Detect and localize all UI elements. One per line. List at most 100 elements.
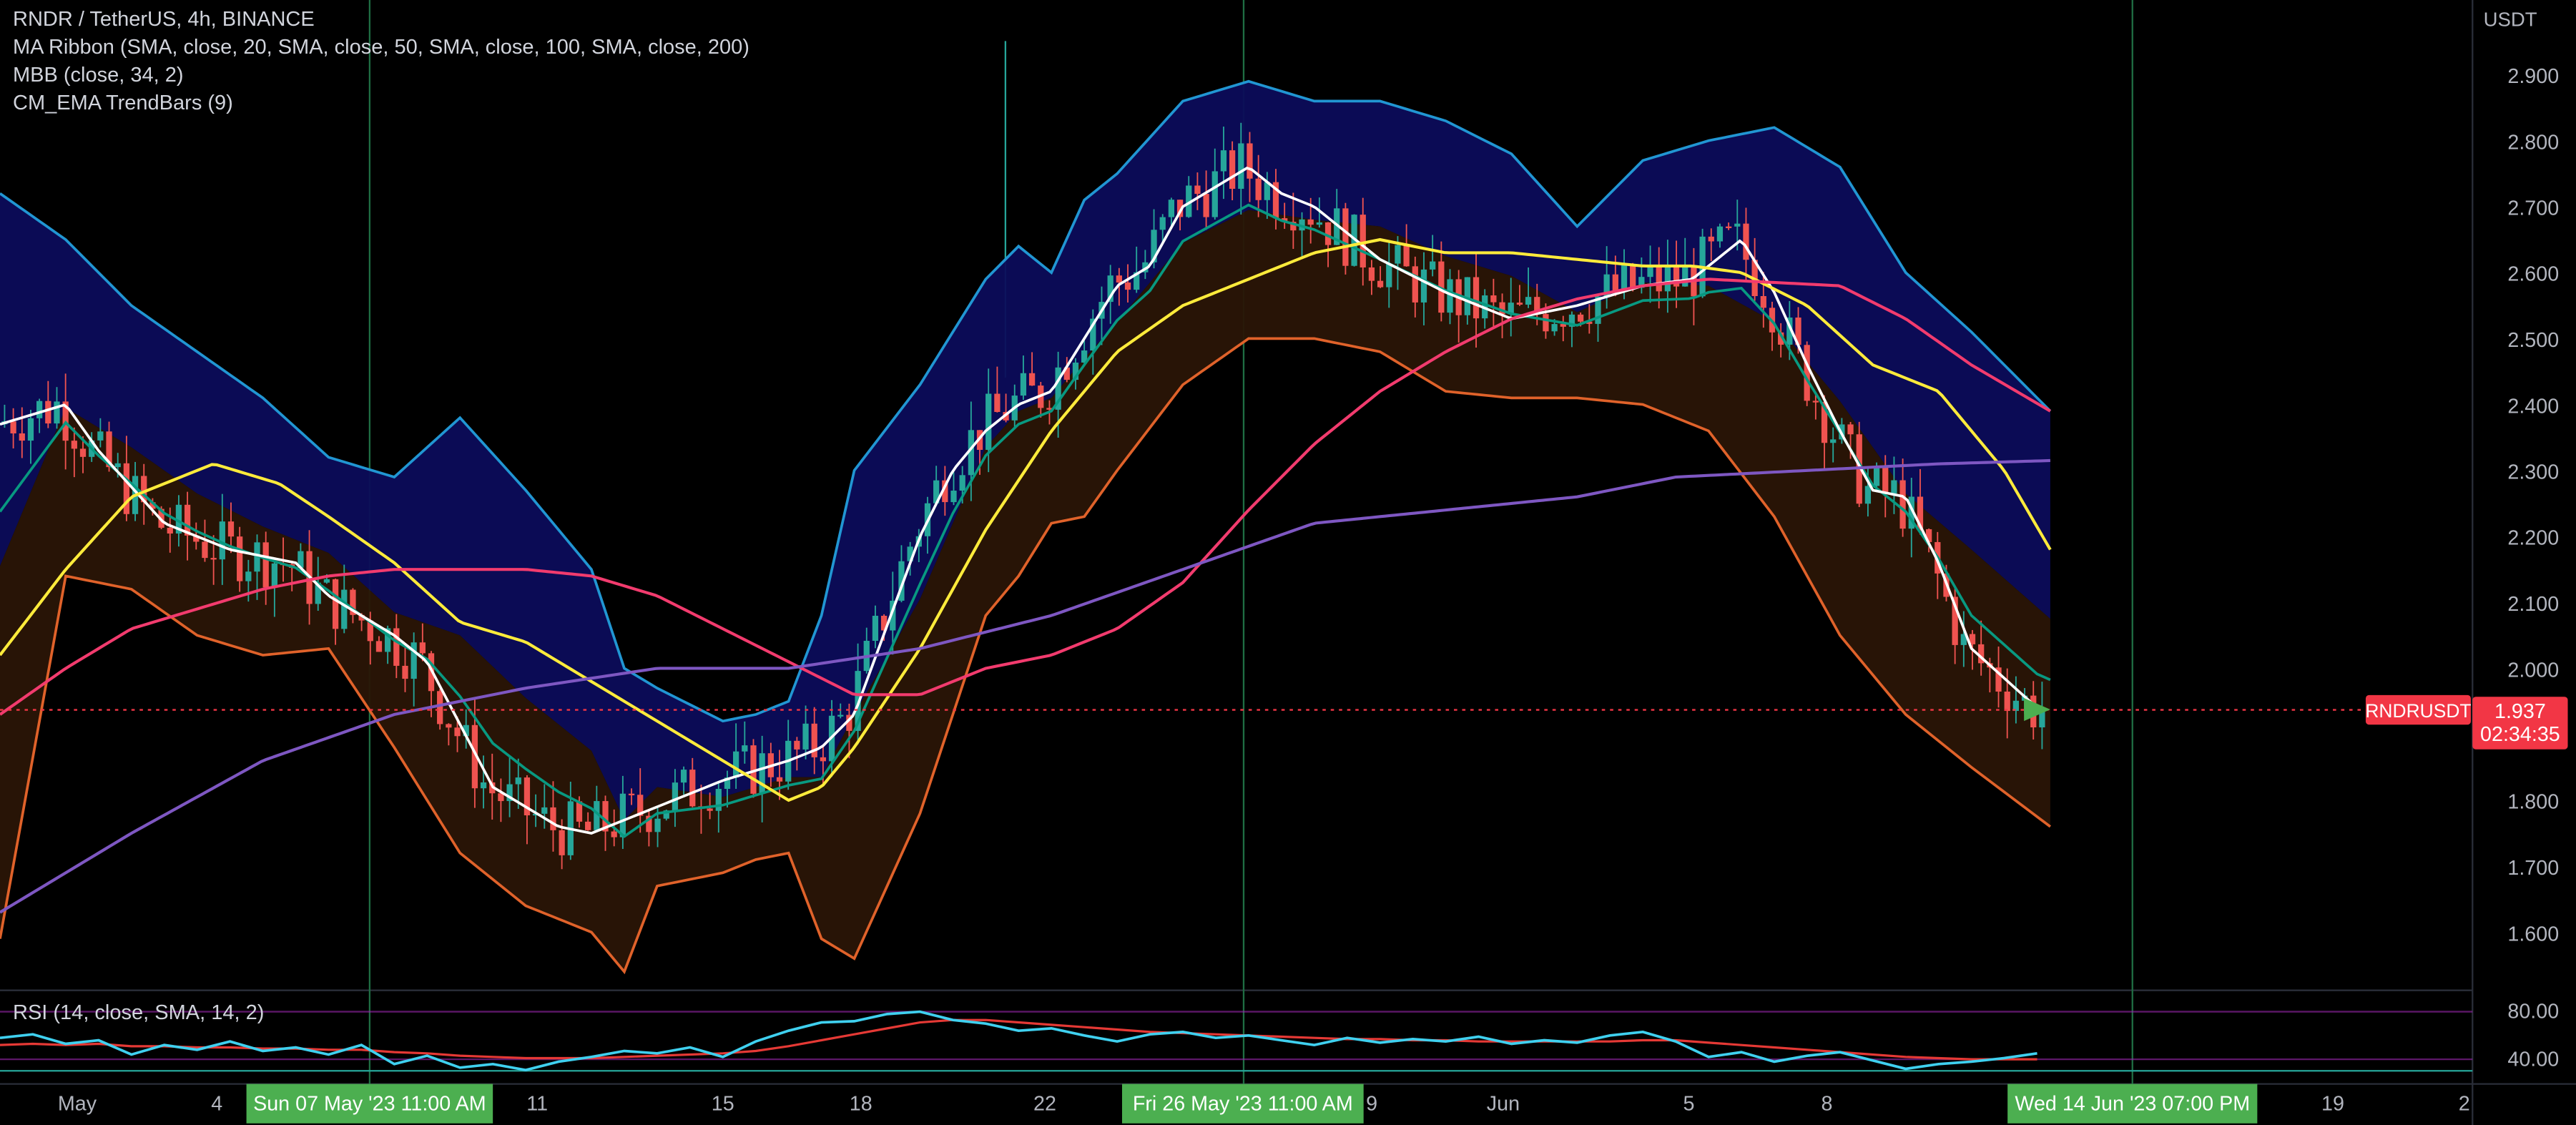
time-tick: 2 bbox=[2459, 1092, 2470, 1115]
candle-body bbox=[1307, 219, 1314, 225]
candle-body bbox=[1673, 266, 1680, 287]
time-tick: 18 bbox=[850, 1092, 872, 1115]
candle-body bbox=[1873, 467, 1880, 486]
candle-body bbox=[950, 491, 957, 503]
candle-body bbox=[611, 831, 617, 837]
candle-body bbox=[2004, 692, 2010, 712]
candle-body bbox=[1081, 350, 1088, 363]
candle-body bbox=[1664, 266, 1671, 292]
candle-body bbox=[1360, 215, 1366, 267]
time-tick: 9 bbox=[1366, 1092, 1377, 1115]
rsi-line bbox=[0, 1010, 2037, 1072]
candle-body bbox=[1908, 496, 1914, 529]
candle-body bbox=[262, 542, 269, 588]
candle-body bbox=[1734, 223, 1741, 227]
candle-body bbox=[1255, 178, 1262, 200]
date-highlight-label: Sun 07 May '23 11:00 AM bbox=[253, 1092, 486, 1115]
candle-body bbox=[298, 551, 304, 568]
candle-body bbox=[1403, 245, 1410, 267]
price-tick: 1.700 bbox=[2507, 857, 2559, 880]
candle-body bbox=[1473, 277, 1480, 319]
time-tick: Jun bbox=[1487, 1092, 1520, 1115]
candle-body bbox=[1430, 261, 1436, 270]
candle-body bbox=[959, 475, 965, 491]
candle-body bbox=[1438, 261, 1445, 313]
candle-body bbox=[97, 431, 104, 441]
candle-body bbox=[1630, 265, 1636, 288]
price-tick: 2.900 bbox=[2507, 65, 2559, 88]
candle-body bbox=[1847, 424, 1854, 435]
candle-body bbox=[1395, 245, 1401, 264]
candle-body bbox=[532, 813, 539, 816]
candle-body bbox=[1176, 200, 1184, 217]
candle-body bbox=[446, 724, 452, 728]
candle-body bbox=[1368, 267, 1375, 281]
candle-body bbox=[559, 830, 565, 855]
candle-body bbox=[1499, 302, 1505, 315]
candle-body bbox=[1211, 171, 1218, 217]
candle-body bbox=[202, 541, 208, 559]
candle-body bbox=[820, 757, 827, 762]
date-highlight-tag bbox=[1121, 1084, 1364, 1124]
candle-body bbox=[471, 724, 478, 789]
price-tick: 2.700 bbox=[2507, 197, 2559, 220]
time-tick: 8 bbox=[1821, 1092, 1832, 1115]
candle-body bbox=[742, 745, 748, 752]
candle-body bbox=[1342, 208, 1349, 266]
sma-200-line bbox=[0, 458, 2050, 914]
candle-body bbox=[1247, 143, 1253, 179]
candle-body bbox=[237, 536, 243, 581]
rsi-tick: 40.00 bbox=[2507, 1048, 2559, 1071]
candle-body bbox=[1725, 226, 1732, 228]
price-tick: 1.600 bbox=[2507, 923, 2559, 945]
candle-body bbox=[1046, 408, 1053, 410]
candle-body bbox=[358, 614, 365, 621]
candle-body bbox=[802, 723, 809, 750]
candle-body bbox=[1072, 362, 1079, 380]
trend-arrow-icon bbox=[2024, 697, 2050, 722]
price-tick: 2.800 bbox=[2507, 131, 2559, 154]
candle-body bbox=[872, 615, 879, 641]
candle-body bbox=[1420, 269, 1427, 303]
time-tick: 11 bbox=[526, 1092, 548, 1115]
candle-body bbox=[1324, 222, 1332, 245]
price-tick: 2.100 bbox=[2507, 593, 2559, 616]
candle-body bbox=[1159, 217, 1166, 230]
candle-body bbox=[480, 782, 487, 789]
time-tick: 4 bbox=[211, 1092, 222, 1115]
candle-body bbox=[315, 582, 321, 604]
candle-body bbox=[2012, 700, 2020, 712]
candle-body bbox=[1412, 266, 1418, 303]
candle-body bbox=[54, 401, 60, 424]
candle-body bbox=[1543, 314, 1549, 332]
candle-body bbox=[393, 628, 400, 666]
candle-body bbox=[759, 753, 765, 794]
candle-body bbox=[454, 727, 461, 737]
candle-body bbox=[1508, 303, 1514, 315]
candle-body bbox=[1638, 277, 1645, 288]
candle-body bbox=[1282, 218, 1288, 222]
rsi-tick: 80.00 bbox=[2507, 1001, 2559, 1023]
candle-body bbox=[1464, 277, 1470, 315]
candle-body bbox=[1708, 236, 1714, 242]
mbb-lower-fill bbox=[0, 210, 2050, 972]
candle-body bbox=[1090, 318, 1096, 351]
candle-body bbox=[79, 448, 87, 457]
candle-body bbox=[1760, 295, 1766, 308]
candle-body bbox=[19, 433, 25, 441]
candle-body bbox=[1516, 303, 1523, 305]
candle-body bbox=[1716, 226, 1724, 242]
candle-body bbox=[1551, 324, 1558, 332]
candle-body bbox=[515, 777, 521, 785]
candle-body bbox=[1926, 529, 1932, 542]
candle-body bbox=[71, 441, 77, 449]
candle-body bbox=[750, 745, 757, 794]
candle-body bbox=[463, 724, 469, 737]
candle-body bbox=[1917, 496, 1924, 529]
candle-body bbox=[1142, 262, 1149, 272]
candle-body bbox=[880, 615, 888, 631]
candle-body bbox=[1795, 317, 1801, 345]
price-tick: 2.000 bbox=[2507, 659, 2559, 682]
candle-body bbox=[898, 561, 905, 601]
